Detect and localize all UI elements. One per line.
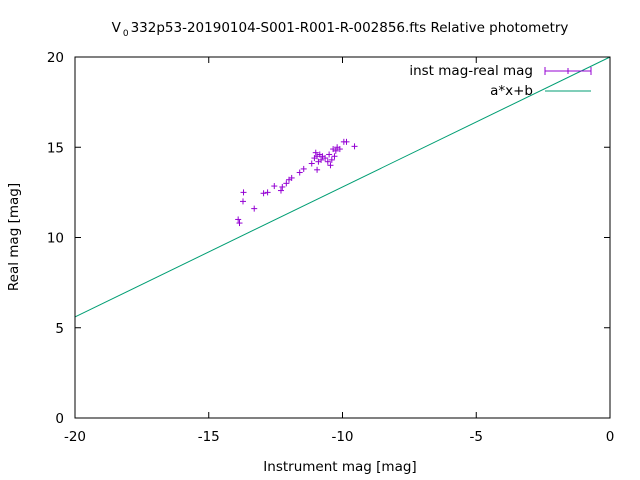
legend-label-series: inst mag-real mag <box>409 63 533 79</box>
y-tick-label: 10 <box>47 231 64 247</box>
data-point <box>236 220 243 227</box>
data-point <box>300 165 307 172</box>
x-tick-label: -20 <box>64 429 86 445</box>
data-points-layer <box>235 138 358 227</box>
data-point <box>251 205 258 212</box>
data-point <box>314 166 321 173</box>
x-axis-label: Instrument mag [mag] <box>263 459 416 475</box>
x-tick-label: -10 <box>331 429 353 445</box>
data-point <box>264 189 271 196</box>
data-point <box>308 160 315 167</box>
data-point <box>235 216 242 223</box>
legend-key-series <box>544 67 592 75</box>
data-point <box>327 162 334 169</box>
legend: inst mag-real mag a*x+b <box>409 63 592 99</box>
data-point <box>328 156 335 163</box>
chart-title: V 0 332p53-20190104-S001-R001-R-002856.fts… <box>112 20 569 39</box>
legend-label-fit: a*x+b <box>490 83 533 99</box>
data-point <box>296 169 303 176</box>
y-tick-label: 15 <box>47 140 64 156</box>
data-point <box>343 138 350 145</box>
data-point <box>239 198 246 205</box>
y-axis-label: Real mag [mag] <box>6 183 22 291</box>
data-point <box>324 158 331 165</box>
data-point <box>332 147 339 154</box>
x-tick-label: -15 <box>198 429 220 445</box>
y-tick-label: 5 <box>55 321 64 337</box>
data-point <box>288 174 295 181</box>
y-tick-label: 0 <box>55 411 64 427</box>
fit-line <box>74 56 611 318</box>
data-point <box>312 149 319 156</box>
data-point <box>283 180 290 187</box>
data-point <box>322 155 329 162</box>
y-tick-label: 20 <box>47 50 64 66</box>
axis-ticks: -20 -15 -10 -5 0 0 5 10 15 20 <box>47 50 614 445</box>
data-point <box>326 151 333 158</box>
plot-frame <box>74 56 611 419</box>
fit-line-layer <box>74 56 611 318</box>
data-point <box>271 183 278 190</box>
data-point <box>260 190 267 197</box>
data-point <box>336 146 343 153</box>
data-point <box>318 156 325 163</box>
x-tick-label: 0 <box>606 429 615 445</box>
data-point <box>351 143 358 150</box>
data-point <box>279 183 286 190</box>
data-point <box>240 189 247 196</box>
data-point <box>277 187 284 194</box>
data-point <box>331 153 338 160</box>
x-tick-label: -5 <box>470 429 483 445</box>
